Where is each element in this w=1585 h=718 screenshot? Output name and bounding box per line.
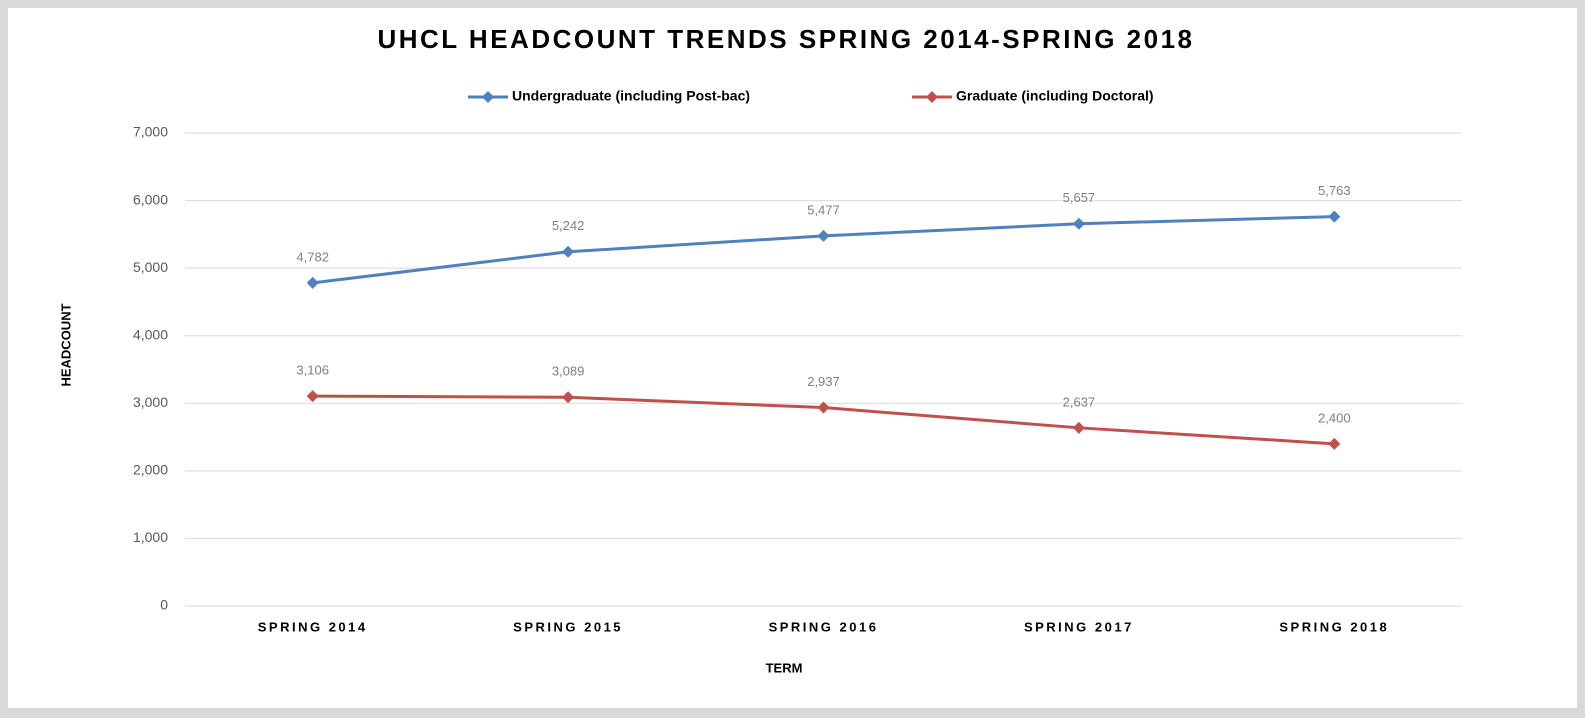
data-label: 4,782 [296, 249, 329, 264]
marker [1072, 421, 1085, 434]
marker [1328, 437, 1341, 450]
x-tick-label: SPRING 2014 [258, 619, 368, 634]
data-label: 3,089 [552, 364, 585, 379]
x-tick-label: SPRING 2015 [513, 619, 623, 634]
x-axis-title: TERM [766, 660, 803, 675]
legend-marker [482, 91, 494, 103]
marker [306, 390, 319, 403]
x-tick-label: SPRING 2016 [769, 619, 879, 634]
y-tick-label: 7,000 [133, 124, 168, 140]
marker [817, 401, 830, 414]
y-tick-label: 0 [160, 597, 168, 613]
data-label: 3,106 [296, 363, 329, 378]
x-tick-label: SPRING 2017 [1024, 619, 1134, 634]
legend-label: Graduate (including Doctoral) [956, 88, 1154, 104]
data-label: 5,477 [807, 202, 840, 217]
legend-label: Undergraduate (including Post-bac) [512, 88, 750, 104]
data-label: 5,763 [1318, 183, 1351, 198]
y-tick-label: 5,000 [133, 259, 168, 275]
y-tick-label: 1,000 [133, 529, 168, 545]
legend-marker [926, 91, 938, 103]
marker [306, 276, 319, 289]
data-label: 2,937 [807, 374, 840, 389]
y-tick-label: 2,000 [133, 462, 168, 478]
data-label: 5,657 [1063, 190, 1096, 205]
y-axis-title: HEADCOUNT [58, 303, 73, 386]
marker [562, 391, 575, 404]
y-tick-label: 3,000 [133, 394, 168, 410]
data-label: 2,637 [1063, 394, 1096, 409]
data-label: 2,400 [1318, 410, 1351, 425]
chart-background [8, 8, 1577, 708]
marker [817, 229, 830, 242]
y-tick-label: 6,000 [133, 191, 168, 207]
chart-title: UHCL HEADCOUNT TRENDS SPRING 2014-SPRING… [377, 24, 1194, 54]
marker [562, 245, 575, 258]
data-label: 5,242 [552, 218, 585, 233]
x-tick-label: SPRING 2018 [1279, 619, 1389, 634]
y-tick-label: 4,000 [133, 326, 168, 342]
marker [1072, 217, 1085, 230]
marker [1328, 210, 1341, 223]
